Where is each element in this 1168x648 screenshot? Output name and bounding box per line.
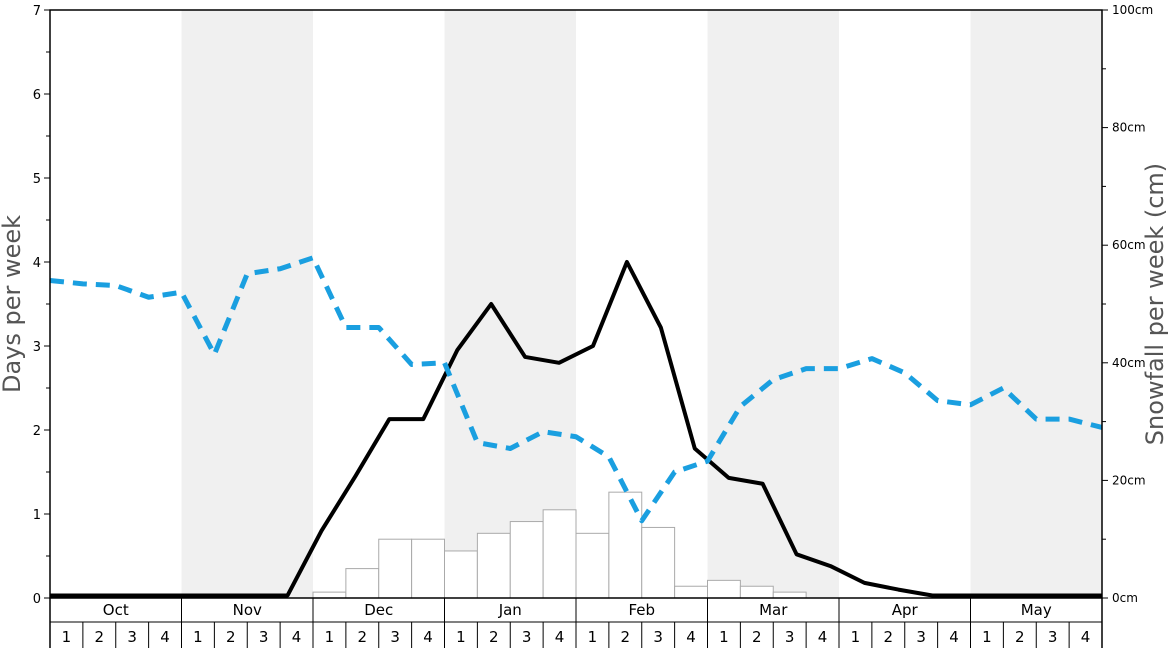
- week-label: 2: [489, 628, 499, 646]
- snowfall-bar: [345, 568, 380, 599]
- week-label: 1: [62, 628, 72, 646]
- week-label: 4: [160, 628, 170, 646]
- week-label: 2: [752, 628, 762, 646]
- right-axis: 0cm 20cm 40cm 60cm 80cm 100cm: [1102, 3, 1153, 605]
- month-label: Feb: [628, 601, 655, 619]
- week-label: 3: [785, 628, 795, 646]
- week-label: 1: [325, 628, 335, 646]
- month-label: Dec: [364, 601, 393, 619]
- month-band-mar: [707, 10, 839, 598]
- x-axis: Oct 1 2 3 4 Nov 1 2 3 4 Dec 1 2 3 4 Jan 1 2 3 4 Feb 1 2 3 4 Mar 1 2…: [49, 598, 1103, 648]
- snowfall-bar: [674, 585, 708, 599]
- right-tick-label: 20cm: [1112, 473, 1146, 487]
- snowfall-bar: [312, 591, 347, 599]
- snowfall-bar: [739, 585, 774, 599]
- left-tick-label: 4: [33, 256, 41, 271]
- week-label: 4: [423, 628, 433, 646]
- month-label: Jan: [498, 601, 522, 619]
- right-axis-title: Snowfall per week (cm): [1141, 163, 1168, 445]
- solid-line: [50, 260, 1102, 598]
- snowfall-bar: [772, 591, 807, 599]
- snowfall-bar: [707, 579, 741, 599]
- week-label: 1: [193, 628, 203, 646]
- snowfall-bar: [411, 538, 445, 599]
- right-tick-label: 0cm: [1112, 591, 1138, 605]
- right-tick-label: 80cm: [1112, 121, 1146, 135]
- month-band-jan: [444, 10, 576, 598]
- week-label: 2: [358, 628, 368, 646]
- week-label: 1: [851, 628, 861, 646]
- week-label: 4: [686, 628, 696, 646]
- series-lines: [49, 255, 1103, 598]
- right-tick-label: 60cm: [1112, 238, 1146, 252]
- week-label: 2: [226, 628, 236, 646]
- left-tick-label: 2: [33, 424, 41, 439]
- right-tick-label: 40cm: [1112, 356, 1146, 370]
- snowfall-bar: [641, 526, 676, 599]
- month-label: Oct: [103, 601, 129, 619]
- left-axis-title: Days per week: [0, 215, 26, 393]
- snowfall-bar: [378, 538, 413, 599]
- week-label: 1: [719, 628, 729, 646]
- week-label: 1: [588, 628, 598, 646]
- week-label: 4: [1081, 628, 1091, 646]
- week-label: 2: [1015, 628, 1025, 646]
- week-label: 2: [884, 628, 894, 646]
- week-label: 4: [949, 628, 959, 646]
- snowfall-bar: [575, 532, 610, 599]
- snowfall-bar: [444, 550, 478, 599]
- week-label: 3: [522, 628, 532, 646]
- week-label: 3: [127, 628, 137, 646]
- right-tick-label: 100cm: [1112, 3, 1153, 17]
- week-label: 4: [818, 628, 828, 646]
- week-label: 4: [292, 628, 302, 646]
- week-label: 1: [982, 628, 992, 646]
- snowfall-bar: [542, 509, 577, 599]
- month-bands: [181, 10, 1102, 598]
- month-band-nov: [181, 10, 313, 598]
- left-tick-label: 5: [33, 172, 41, 187]
- week-label: 4: [555, 628, 565, 646]
- month-label: May: [1021, 601, 1052, 619]
- dashed-line: [49, 255, 1103, 524]
- week-label: 1: [456, 628, 466, 646]
- week-label: 3: [1048, 628, 1058, 646]
- left-tick-label: 3: [33, 340, 41, 355]
- snowfall-bar: [509, 521, 544, 599]
- month-label: Mar: [759, 601, 788, 619]
- week-label: 3: [653, 628, 663, 646]
- week-label: 2: [95, 628, 105, 646]
- left-axis: 0 1 2 3 4 5 6 7: [33, 4, 50, 607]
- week-label: 3: [259, 628, 269, 646]
- month-label: Apr: [892, 601, 919, 619]
- left-tick-label: 0: [33, 592, 41, 607]
- left-tick-label: 1: [33, 508, 41, 523]
- month-band-may: [970, 10, 1102, 598]
- week-label: 2: [621, 628, 631, 646]
- month-label: Nov: [233, 601, 262, 619]
- week-label: 3: [390, 628, 400, 646]
- left-tick-label: 6: [33, 88, 41, 103]
- snowfall-bar: [476, 532, 511, 599]
- left-tick-label: 7: [33, 4, 41, 19]
- week-label: 3: [916, 628, 926, 646]
